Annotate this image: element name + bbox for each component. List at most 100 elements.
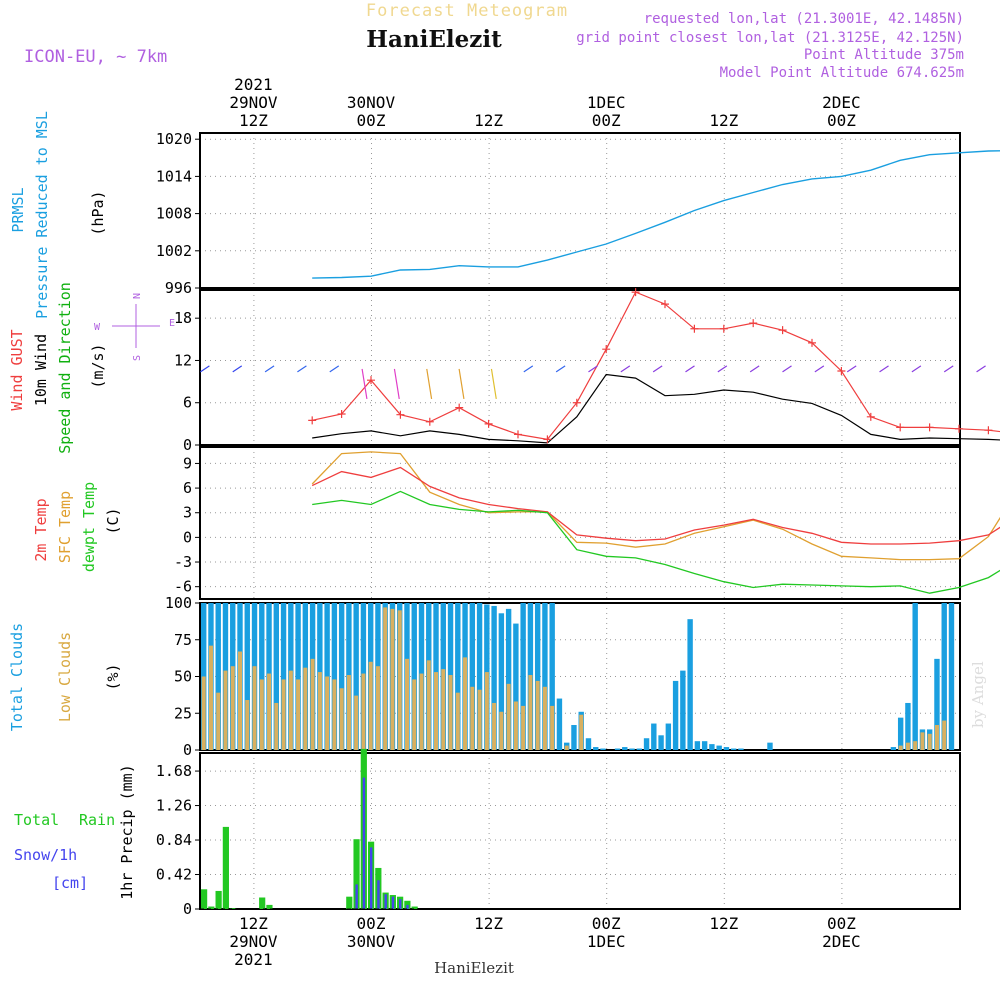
low-cloud-bar — [245, 700, 250, 750]
low-cloud-bar — [550, 705, 555, 750]
snow-bar — [377, 880, 380, 909]
time-label-top: 2021 — [234, 75, 273, 94]
low-cloud-bar — [579, 714, 584, 750]
precip-ytick-label: 0.42 — [156, 866, 192, 884]
low-cloud-bar — [252, 666, 257, 750]
wind-gust-marker — [719, 324, 728, 333]
sfc-label: SFC Temp — [56, 491, 74, 563]
low-cloud-bar — [296, 679, 301, 750]
rain-bar — [346, 896, 353, 909]
rain-bar — [266, 904, 273, 909]
low-cloud-bar — [216, 692, 221, 750]
low-cloud-bar — [913, 741, 918, 750]
precip-ytick-label: 0 — [183, 900, 192, 918]
total-cloud-bar — [767, 742, 773, 750]
low-cloud-bar — [535, 680, 540, 750]
pressure-ytick-label: 1020 — [156, 130, 192, 148]
temp-2m-line — [311, 466, 1000, 545]
precip-legend-cm: [cm] — [52, 874, 88, 892]
low-cloud-bar — [934, 725, 939, 750]
snow-bar — [406, 904, 409, 909]
time-label-bottom: 12Z — [239, 914, 268, 933]
wind-direction-arrow — [393, 368, 400, 400]
total-cloud-bar — [680, 670, 686, 750]
total-cloud-bar — [338, 603, 345, 750]
low-cloud-bar — [303, 667, 308, 750]
closest-coords: grid point closest lon,lat (21.3125E, 42… — [576, 30, 964, 46]
total-cloud-bar — [295, 603, 301, 750]
time-label-top: 00Z — [827, 111, 856, 130]
time-label-bottom: 00Z — [357, 914, 386, 933]
point-altitude: Point Altitude 375m — [804, 47, 964, 63]
low-cloud-bar — [281, 679, 286, 750]
low-cloud-bar — [492, 702, 497, 750]
precip-legend-rain: Rain — [79, 811, 115, 829]
total-cloud-bar — [905, 702, 911, 750]
low-cloud-bar — [448, 675, 453, 750]
time-label-bottom: 2DEC — [822, 932, 861, 951]
total-cloud-bar — [513, 623, 519, 750]
rain-bar — [353, 839, 360, 909]
total-cloud-bar — [941, 603, 947, 750]
low-cloud-bar — [542, 686, 547, 750]
snow-bar — [399, 899, 402, 909]
low-cloud-bar — [383, 607, 388, 750]
wind-direction-arrow — [588, 365, 598, 373]
wind-direction-arrow — [685, 365, 695, 373]
footer-location: HaniElezit — [434, 959, 514, 977]
total-cloud-bar — [622, 747, 628, 750]
wind-direction-arrow — [232, 365, 243, 373]
total-cloud-bar — [476, 603, 483, 750]
clouds-ytick-label: 0 — [183, 741, 192, 759]
low-cloud-bar — [477, 689, 482, 750]
time-label-top: 00Z — [357, 111, 386, 130]
total-cloud-bar — [658, 735, 664, 750]
wind-gust-marker — [337, 410, 346, 418]
snow-bar — [362, 777, 366, 909]
total-cloud-bar — [593, 747, 599, 750]
pressure-ytick-label: 1014 — [156, 167, 192, 185]
temperature-ytick-label: 0 — [183, 528, 192, 546]
total-cloud-bar — [629, 748, 635, 750]
plot-area: 10201014100810029961812609630-3-61007550… — [156, 75, 1000, 969]
wind-direction-arrow — [490, 368, 497, 400]
low-cloud-bar — [898, 745, 903, 750]
wind-gust-marker — [543, 435, 552, 444]
wind-direction-arrow — [749, 365, 760, 373]
precip-legend-snow: Snow/1h — [14, 846, 77, 864]
clouds-ytick-label: 50 — [174, 668, 192, 686]
wind-direction-arrow — [814, 365, 825, 373]
low-cloud-bar — [920, 732, 925, 750]
location-title: HaniElezit — [366, 26, 502, 53]
time-label-top: 30NOV — [347, 93, 396, 112]
low-cloud-bar — [346, 675, 351, 750]
wind-direction-arrow — [976, 365, 986, 373]
low-cloud-bar — [499, 711, 504, 750]
total-cloud-bar — [542, 603, 548, 750]
total-cloud-bar — [890, 747, 897, 750]
total-cloud-bar — [738, 748, 744, 750]
dewpt-label: dewpt Temp — [80, 482, 98, 572]
total-cloud-bar — [534, 603, 541, 750]
wind-direction-arrow — [717, 365, 728, 373]
total-clouds-label: Total Clouds — [8, 623, 26, 731]
temperature-ytick-label: 6 — [183, 479, 192, 497]
direction-label: Speed and Direction — [56, 282, 74, 454]
total-cloud-bar — [934, 658, 940, 750]
snow-bar — [355, 884, 358, 909]
wind-direction-arrow — [297, 365, 307, 373]
low-cloud-bar — [368, 661, 373, 750]
rain-bar — [411, 906, 418, 909]
wind-direction-arrow — [879, 365, 889, 373]
total-cloud-bar — [215, 603, 221, 750]
snow-bar — [369, 847, 373, 909]
wind-gust-marker — [425, 417, 434, 426]
low-cloud-bar — [223, 670, 228, 750]
wind-gust-marker — [308, 416, 317, 425]
time-label-bottom: 30NOV — [347, 932, 396, 951]
wind-direction-arrow — [264, 365, 275, 373]
total-cloud-bar — [498, 613, 505, 750]
time-label-bottom: 1DEC — [587, 932, 626, 951]
